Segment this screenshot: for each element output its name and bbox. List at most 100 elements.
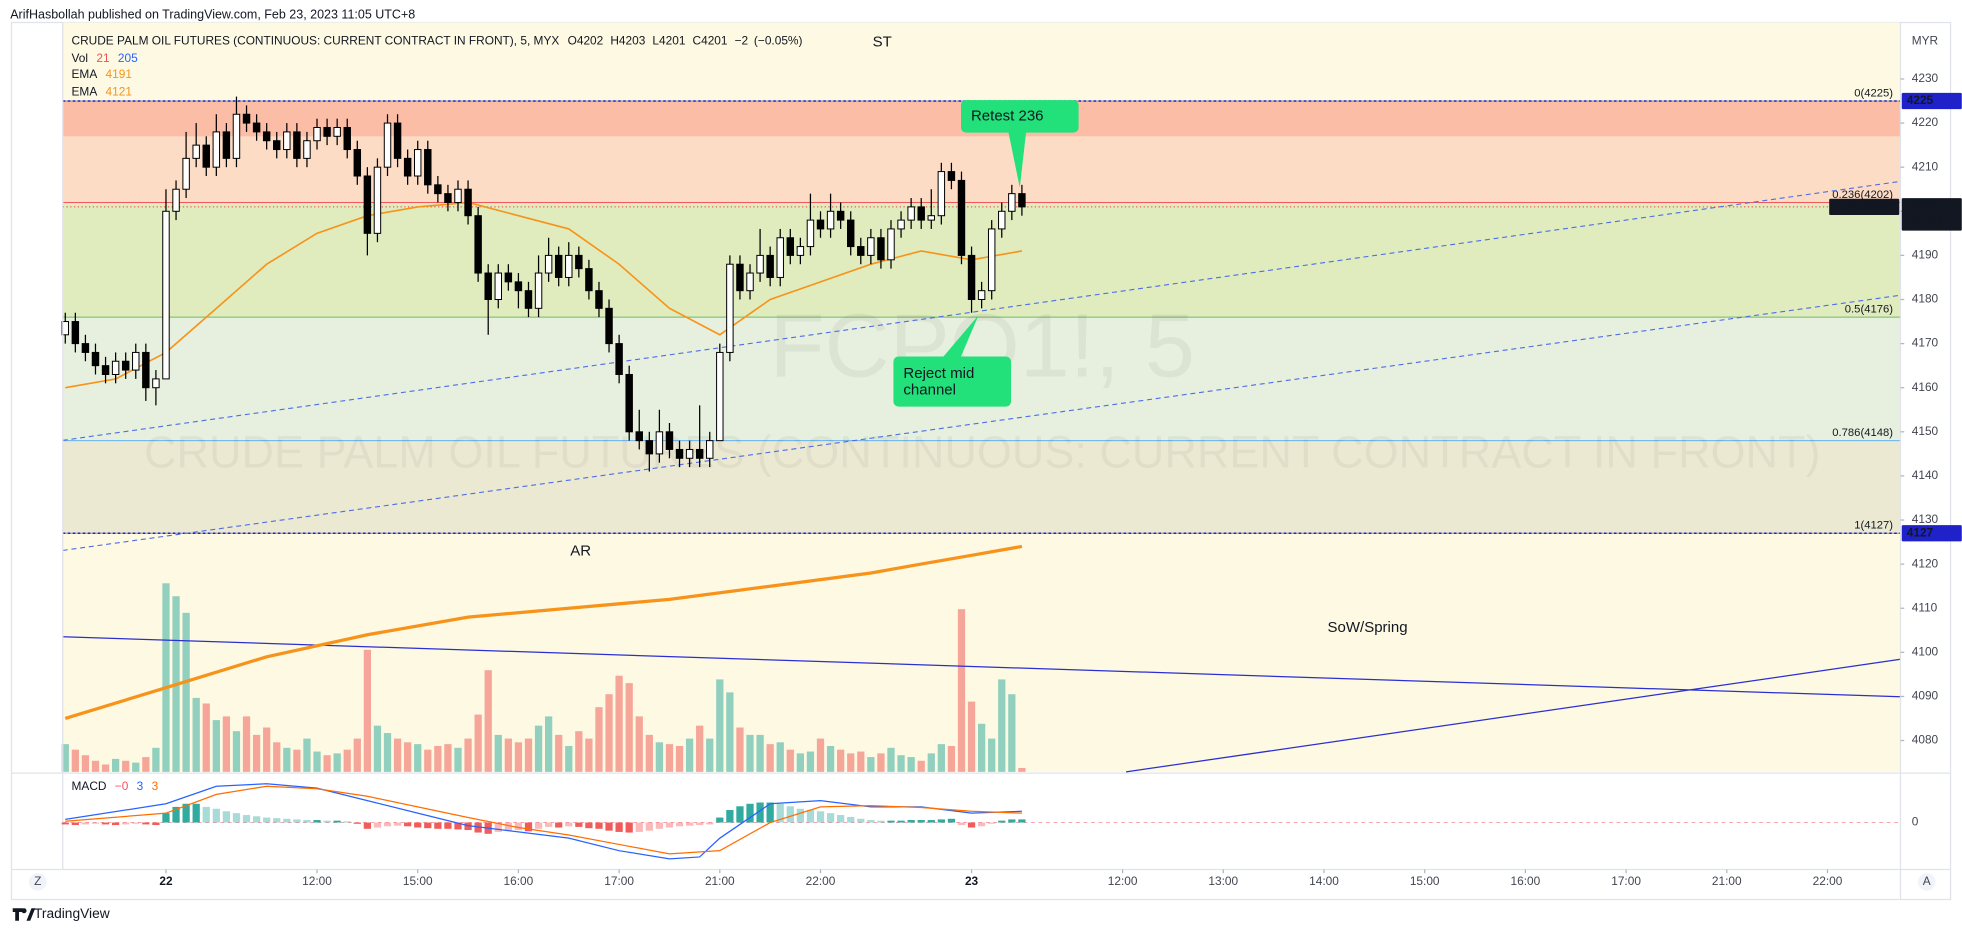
volume-bar [434, 745, 442, 772]
ohlc-label: H [610, 33, 619, 47]
y-tick-label: 4170 [1912, 336, 1939, 350]
axis-button[interactable] [1918, 873, 1936, 891]
macd-group: 0 [61, 783, 1919, 860]
y-tick-label: 4160 [1912, 380, 1939, 394]
candle-body [665, 431, 674, 450]
macd-param: 3 [152, 779, 159, 793]
y-tick-label: 4140 [1912, 468, 1939, 482]
brand: TradingView [34, 906, 110, 921]
macd-name: MACD [72, 779, 107, 793]
candle-body [242, 113, 251, 124]
candle-body [273, 140, 281, 151]
macd-hist [675, 822, 684, 827]
candle-body [957, 179, 966, 256]
macd-hist [182, 803, 190, 823]
volume-bar [988, 738, 996, 772]
volume-bar [182, 612, 190, 772]
macd-hist [816, 811, 825, 823]
macd-hist [71, 822, 79, 826]
macd-hist [917, 820, 925, 823]
callout-text: channel [903, 381, 956, 398]
price-flag-label: 4225 [1907, 93, 1934, 107]
axis-button[interactable] [28, 873, 47, 891]
x-tick-label: 12:00 [1108, 874, 1138, 888]
callout-text: Retest 236 [971, 107, 1044, 124]
macd-hist [1008, 819, 1016, 823]
macd-hist [847, 816, 855, 823]
ohlc-label: O [568, 33, 577, 47]
candle-body [373, 166, 382, 234]
macd-hist [867, 820, 875, 823]
candle-body [766, 254, 774, 278]
macd-hist [172, 806, 180, 823]
price-flag [1901, 92, 1962, 110]
axis-button-label[interactable]: Z [34, 874, 41, 888]
macd-line [65, 785, 1022, 855]
candle-body [867, 237, 875, 256]
volume-bar [897, 755, 905, 772]
macd-hist [373, 822, 382, 828]
candle-body [514, 281, 523, 292]
volume-bar [978, 723, 986, 772]
macd-hist [595, 822, 603, 829]
x-tick-label: 21:00 [705, 874, 735, 888]
macd-hist [162, 813, 170, 823]
volume-bar [907, 757, 915, 772]
candle-body [776, 237, 784, 278]
x-tick-label: 21:00 [1712, 874, 1742, 888]
volume-bar [675, 745, 684, 772]
candle-body [796, 246, 805, 256]
volume-bar [887, 747, 895, 772]
candle-body [675, 448, 684, 459]
candle-body [967, 254, 976, 301]
candle-body [293, 131, 301, 159]
macd-hist [112, 822, 120, 826]
volume-bar [232, 731, 241, 772]
volume-bar [212, 720, 220, 772]
volume-bar [806, 751, 815, 772]
volume-bar [766, 744, 774, 772]
volume-bar [293, 749, 301, 772]
volume-bar [263, 727, 271, 772]
candle-body [303, 140, 311, 159]
macd-hist [736, 806, 744, 823]
ema-group [64, 201, 1023, 721]
volume-bar [615, 675, 623, 772]
candle-body [726, 263, 734, 353]
macd-hist [988, 822, 996, 824]
volume-bar [192, 697, 200, 772]
candle-body [172, 188, 180, 212]
volume-bar [937, 744, 945, 772]
candle-body [91, 351, 100, 367]
volume-bar [61, 744, 69, 772]
candle-body [685, 448, 694, 459]
volume-bar [242, 716, 251, 772]
volume-bar [555, 734, 563, 772]
macd-hist [132, 822, 140, 824]
volume-bar [424, 749, 432, 772]
x-tick-label: 23 [965, 874, 979, 888]
macd-hist [877, 820, 885, 823]
macd-hist [252, 816, 261, 823]
x-tick-label: 22:00 [806, 874, 836, 888]
macd-tick-label: 0 [1912, 815, 1919, 829]
macd-hist [857, 818, 865, 823]
candle-body [192, 144, 200, 159]
macd-hist [524, 822, 533, 832]
macd-hist [404, 822, 412, 827]
candle-body [434, 184, 442, 195]
y-tick-label: 4220 [1912, 115, 1939, 129]
candle-body [645, 440, 654, 455]
annotation: AR [570, 543, 591, 560]
callout-box [960, 100, 1079, 188]
volume-bar [665, 744, 674, 772]
volume-bar [1018, 767, 1026, 772]
axis-button-label[interactable]: A [1923, 874, 1931, 888]
macd-hist [414, 822, 422, 828]
macd-hist [625, 822, 633, 833]
candle-body [695, 448, 704, 459]
macd-hist [192, 803, 200, 823]
volume-bar [373, 725, 382, 772]
channel-line [62, 180, 1901, 441]
